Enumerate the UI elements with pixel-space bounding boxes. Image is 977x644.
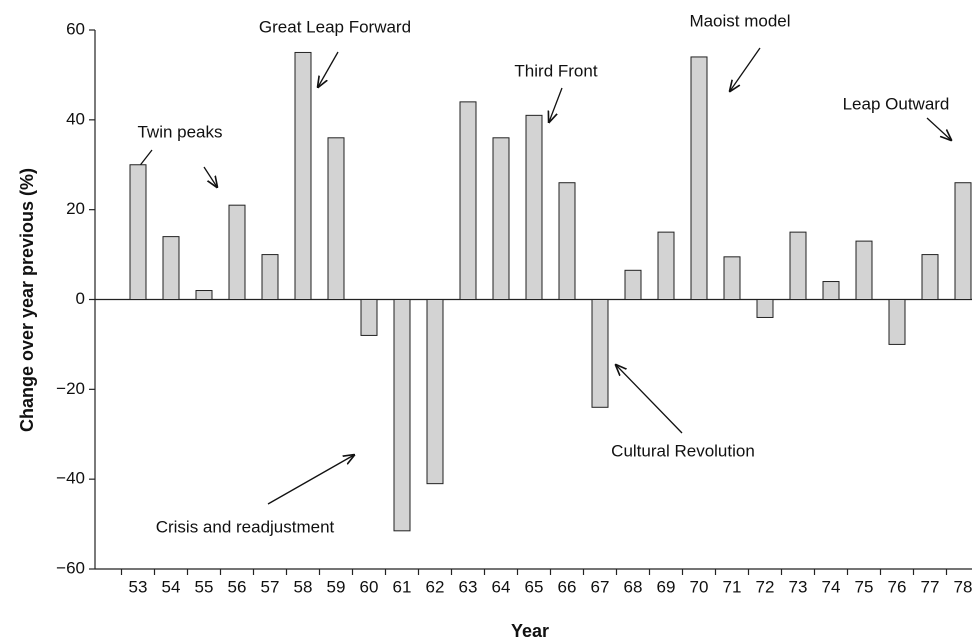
bar (492, 137, 510, 300)
bar (426, 299, 444, 485)
bar (261, 254, 279, 300)
bar (624, 269, 642, 301)
x-tick-label: 74 (822, 577, 841, 596)
y-tick-label: 60 (66, 19, 85, 38)
bar (558, 182, 576, 300)
y-tick-label: −40 (56, 469, 85, 488)
y-tick-label: 40 (66, 109, 85, 128)
x-tick-label: 73 (789, 577, 808, 596)
bar (459, 101, 477, 300)
bar (789, 231, 807, 300)
bar (195, 290, 213, 300)
bar (756, 299, 774, 318)
bar (855, 240, 873, 301)
x-tick-label: 77 (921, 577, 940, 596)
y-tick-label: 0 (76, 289, 85, 308)
y-tick-label: −60 (56, 558, 85, 577)
x-tick-label: 57 (261, 577, 280, 596)
bar (954, 182, 972, 300)
bar (822, 281, 840, 300)
bar (360, 299, 378, 336)
bar (327, 137, 345, 300)
x-tick-label: 60 (360, 577, 379, 596)
x-tick-label: 58 (294, 577, 313, 596)
x-tick-label: 71 (723, 577, 742, 596)
x-tick-label: 53 (129, 577, 148, 596)
annotation: Crisis and readjustment (156, 517, 335, 536)
bar (657, 231, 675, 300)
annotation: Maoist model (689, 11, 790, 30)
bar (888, 299, 906, 345)
x-tick-label: 72 (756, 577, 775, 596)
annotation: Cultural Revolution (611, 441, 755, 460)
x-tick-label: 54 (162, 577, 181, 596)
bar (525, 114, 543, 301)
bar (129, 164, 147, 300)
bar (921, 254, 939, 300)
x-axis-label: Year (511, 621, 549, 641)
y-tick-label: −20 (56, 379, 85, 398)
x-tick-label: 69 (657, 577, 676, 596)
annotation: Twin peaks (137, 122, 222, 141)
x-tick-label: 75 (855, 577, 874, 596)
x-tick-label: 67 (591, 577, 610, 596)
arrows (131, 47, 951, 505)
annotation: Leap Outward (843, 94, 950, 113)
x-tick-label: 59 (327, 577, 346, 596)
x-tick-label: 62 (426, 577, 445, 596)
x-tick-label: 66 (558, 577, 577, 596)
annotation: Third Front (514, 61, 597, 80)
x-tick-label: 65 (525, 577, 544, 596)
bar (393, 299, 411, 532)
x-tick-label: 61 (393, 577, 412, 596)
x-tick-label: 55 (195, 577, 214, 596)
bar (723, 256, 741, 300)
bar (228, 204, 246, 300)
x-tick-label: 70 (690, 577, 709, 596)
x-tick-label: 76 (888, 577, 907, 596)
y-axis-label: Change over year previous (%) (17, 168, 37, 432)
bar (591, 299, 609, 408)
bar (690, 56, 708, 301)
annotation: Great Leap Forward (259, 17, 411, 36)
x-tick-label: 64 (492, 577, 511, 596)
x-tick-label: 56 (228, 577, 247, 596)
bar (162, 236, 180, 301)
y-tick-label: 20 (66, 199, 85, 218)
x-tick-label: 78 (954, 577, 973, 596)
bar (294, 51, 312, 301)
x-tick-label: 63 (459, 577, 478, 596)
x-tick-label: 68 (624, 577, 643, 596)
